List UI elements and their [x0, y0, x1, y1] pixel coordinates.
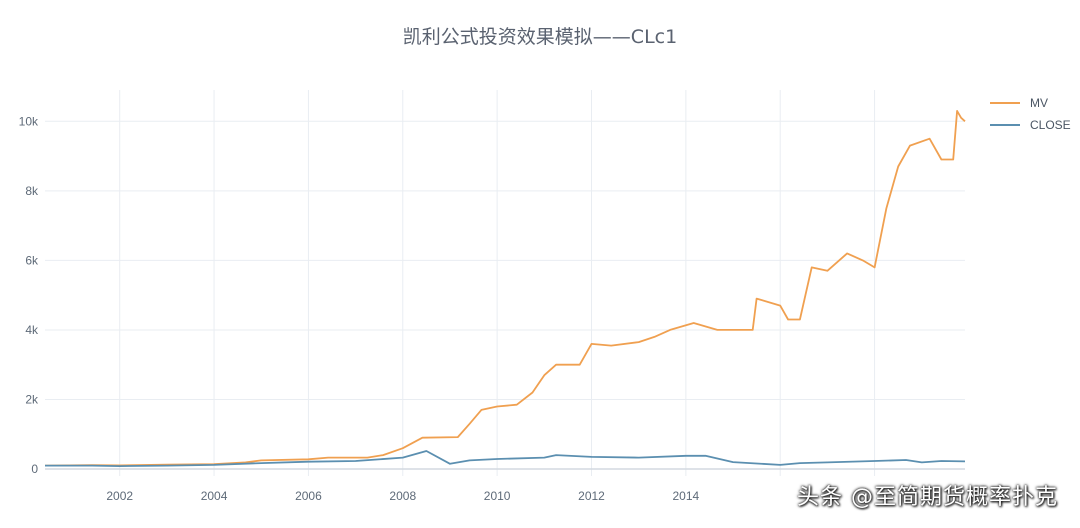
x-tick-label: 2006	[295, 489, 322, 503]
x-tick-label: 2002	[106, 489, 133, 503]
x-tick-label: 2010	[484, 489, 511, 503]
legend[interactable]: MV CLOSE	[990, 96, 1071, 132]
series-layer	[44, 110, 966, 467]
x-tick-label: 2014	[673, 489, 700, 503]
y-tick-label: 6k	[25, 253, 39, 267]
x-tick-label: 2012	[578, 489, 605, 503]
y-tick-label: 0	[31, 462, 38, 476]
x-tick-label: 2004	[201, 489, 228, 503]
series-line-mv	[44, 110, 966, 467]
legend-item-close[interactable]: CLOSE	[990, 118, 1071, 132]
x-axis-ticks: 2002 2004 2006 2008 2010 2012 2014	[106, 489, 699, 503]
watermark-text: 头条 @至简期货概率扑克	[797, 485, 1058, 510]
chart-title: 凯利公式投资效果模拟——CLc1	[402, 26, 678, 48]
legend-item-mv[interactable]: MV	[990, 96, 1048, 110]
y-tick-label: 2k	[25, 392, 39, 406]
y-tick-label: 4k	[25, 323, 39, 337]
grid	[45, 90, 965, 476]
x-tick-label: 2008	[389, 489, 416, 503]
y-tick-label: 8k	[25, 184, 39, 198]
series-line-close	[45, 450, 966, 467]
legend-label: CLOSE	[1030, 118, 1071, 132]
legend-label: MV	[1030, 96, 1048, 110]
y-tick-label: 10k	[19, 114, 39, 128]
y-axis-ticks: 0 2k 4k 6k 8k 10k	[19, 114, 39, 476]
